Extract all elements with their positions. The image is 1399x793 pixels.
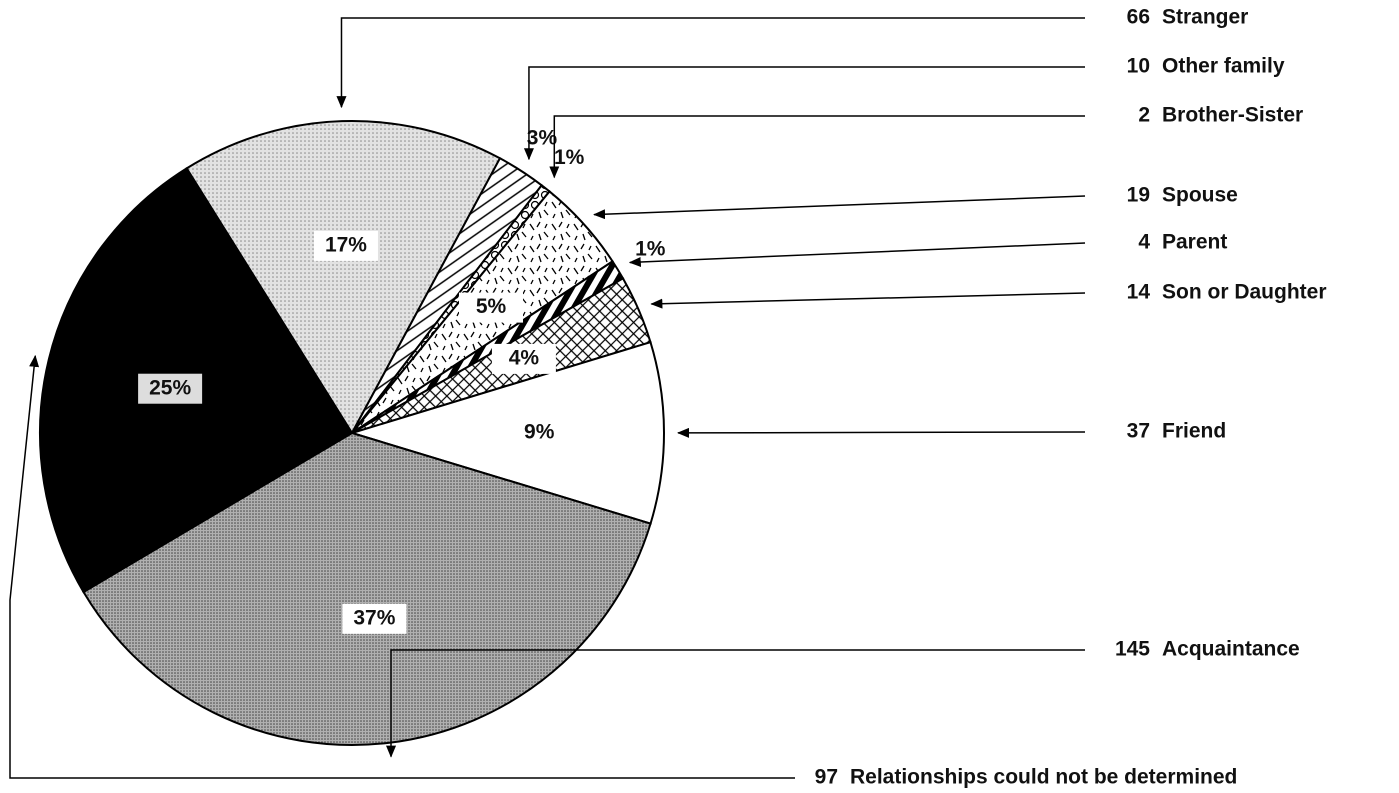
percent-label: 25% [149,376,191,399]
legend-label: Relationships could not be determined [850,766,1237,789]
legend-count: 145 [1115,638,1150,661]
percent-label-bg [138,373,203,404]
leader-line [9,354,795,779]
leader-line [549,115,1085,179]
percent-label: 1% [635,237,666,260]
leader-line [650,292,1086,309]
leader-line [336,17,1085,109]
legend-count: 14 [1127,281,1151,304]
percent-label-bg [342,603,407,634]
percent-label: 17% [325,233,367,256]
legend-label: Acquaintance [1162,638,1300,661]
legend-count: 2 [1138,104,1150,127]
legend-label: Spouse [1162,184,1238,207]
legend-label: Other family [1162,55,1285,78]
legend-count: 37 [1127,420,1150,443]
percent-label-bg [507,417,572,448]
leader-line [386,649,1085,758]
legend-count: 19 [1127,184,1150,207]
legend-label: Son or Daughter [1162,281,1327,304]
percent-label: 4% [509,346,540,369]
percent-label: 37% [353,606,395,629]
leader-line [628,242,1086,267]
legend-label: Friend [1162,420,1226,443]
pie-slice [185,120,502,435]
legend-label: Brother-Sister [1162,104,1303,127]
pie-slice [82,431,652,746]
percent-label: 9% [524,420,555,443]
legend-label: Parent [1162,231,1227,254]
leader-line [523,66,1085,161]
percent-label: 3% [527,127,558,150]
percent-label-bg [459,292,524,323]
legend-count: 66 [1127,6,1150,29]
legend-count: 10 [1127,55,1150,78]
legend-count: 4 [1138,231,1150,254]
percent-label: 1% [554,146,585,169]
percent-label-bg [491,343,556,374]
leader-line [593,195,1086,220]
percent-label-bg [313,230,378,261]
percent-label: 5% [476,295,507,318]
legend-label: Stranger [1162,6,1248,29]
leader-line [677,427,1086,438]
legend-count: 97 [815,766,838,789]
